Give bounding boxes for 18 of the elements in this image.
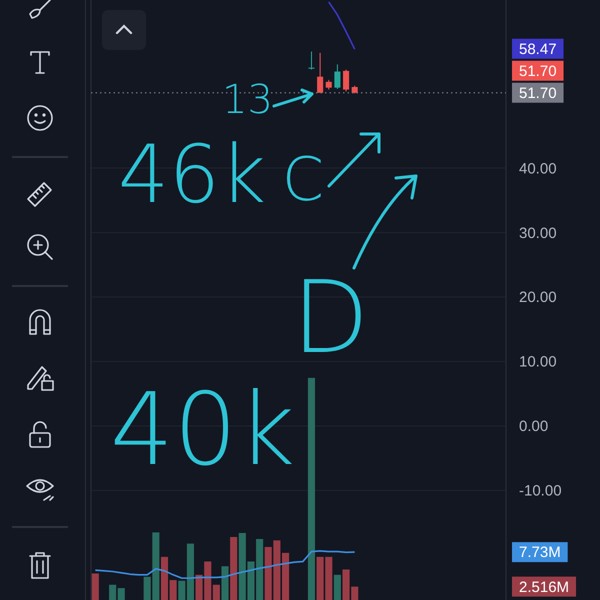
y-tick-label: 51.70 xyxy=(519,84,557,102)
candlestick xyxy=(308,51,314,70)
annotation: 46k xyxy=(118,128,266,221)
candlestick xyxy=(343,69,350,92)
y2-tick-label: 7.73M xyxy=(519,544,561,562)
annotation: C xyxy=(282,145,324,215)
annotation: 13 xyxy=(222,77,273,123)
y-tick-label: -10.00 xyxy=(519,482,562,500)
candlestick xyxy=(334,64,340,90)
candlestick xyxy=(326,79,332,90)
y-tick-label: 20.00 xyxy=(519,289,557,306)
y2-tick-label: 2.516M xyxy=(519,578,570,596)
y-tick-label: 40.00 xyxy=(519,160,557,178)
candlestick xyxy=(317,52,324,94)
y-tick-label: 58.47 xyxy=(519,40,557,58)
y-tick-label: 0.00 xyxy=(519,418,548,436)
y-tick-label: 10.00 xyxy=(519,354,557,371)
y-tick-label: 30.00 xyxy=(519,224,557,242)
